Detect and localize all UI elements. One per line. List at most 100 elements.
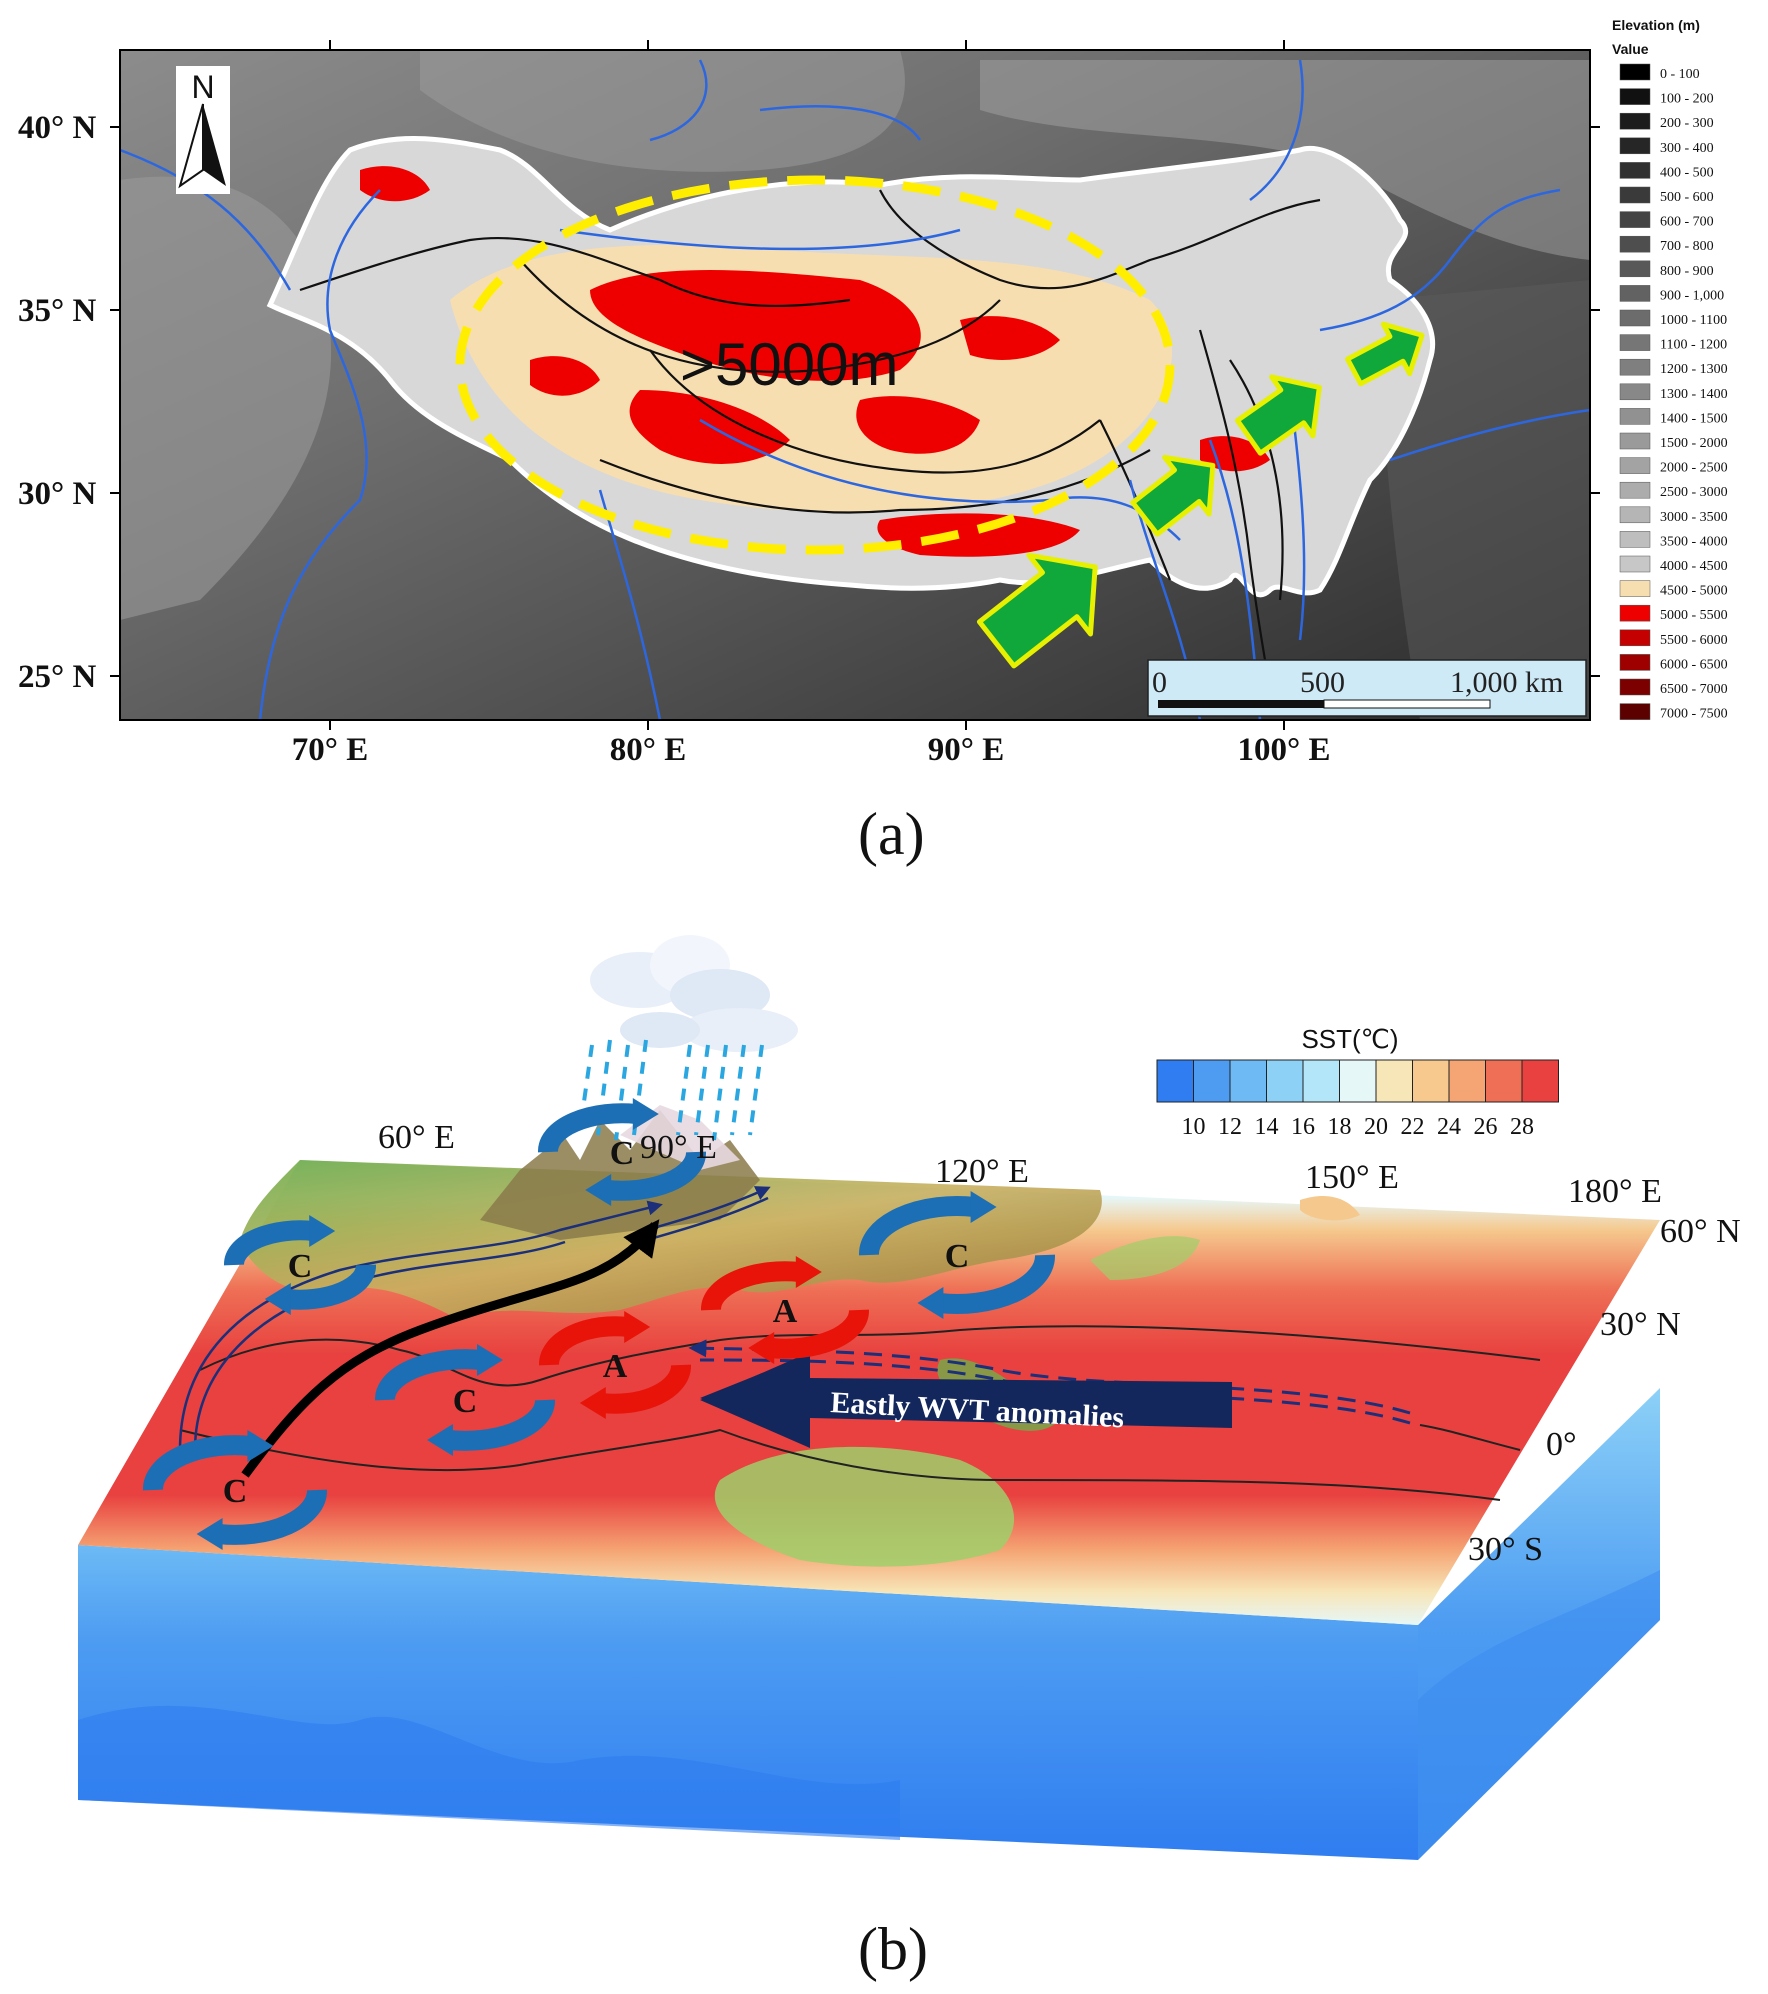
legend-item: 600 - 700 <box>1619 211 1714 230</box>
lon-label: 120° E <box>935 1153 1029 1190</box>
legend-item: 1200 - 1300 <box>1619 358 1728 377</box>
legend-item: 500 - 600 <box>1619 186 1714 205</box>
legend-label: 1100 - 1200 <box>1660 338 1727 353</box>
svg-text:500: 500 <box>1300 666 1345 699</box>
legend-item: 100 - 200 <box>1619 88 1714 107</box>
legend-swatch <box>1619 211 1651 228</box>
legend-title: Elevation (m) <box>1612 17 1700 33</box>
moisture-arrows <box>976 321 1425 669</box>
legend-swatch <box>1619 555 1651 573</box>
legend-swatch <box>1619 604 1651 622</box>
legend-item: 300 - 400 <box>1619 137 1714 156</box>
legend-label: 400 - 500 <box>1660 165 1714 180</box>
cloud-rain-icon <box>578 935 798 1141</box>
circulation-vortex: C <box>538 1098 706 1206</box>
legend-item: 800 - 900 <box>1619 260 1714 279</box>
legend-swatch <box>1619 285 1651 302</box>
legend-item: 700 - 800 <box>1619 235 1714 254</box>
scale-bar: 0 500 1,000 km <box>1147 659 1587 717</box>
legend-swatch <box>1619 235 1651 253</box>
b-lon-labels: 60° E 90° E 120° E 150° E 180° E <box>378 1119 1662 1210</box>
legend-label: 3500 - 4000 <box>1660 534 1728 549</box>
vortex-arrowhead <box>309 1215 336 1247</box>
vortex-arrowhead <box>624 1311 651 1343</box>
legend-item: 7000 - 7500 <box>1619 703 1728 722</box>
legend-swatch <box>1619 309 1651 327</box>
legend-label: 300 - 400 <box>1660 141 1714 156</box>
lon-label: 180° E <box>1568 1173 1662 1210</box>
legend-item: 6000 - 6500 <box>1619 654 1728 672</box>
vortex-label: C <box>610 1135 635 1172</box>
vortex-label: C <box>288 1248 313 1285</box>
sst-swatch <box>1229 1059 1267 1103</box>
caption-a: (a) <box>858 801 925 867</box>
legend-label: 4000 - 4500 <box>1660 559 1728 574</box>
legend-label: 1300 - 1400 <box>1660 387 1728 402</box>
legend-label: 5000 - 5500 <box>1660 608 1728 623</box>
vortex-arc <box>538 1103 638 1153</box>
sst-swatch <box>1375 1059 1413 1103</box>
legend-swatch <box>1619 88 1651 105</box>
sst-tick-label: 20 <box>1364 1114 1388 1140</box>
lon-label: 70° E <box>292 732 368 768</box>
b-lat-labels: 60° N 30° N 0° 30° S <box>1468 1213 1741 1568</box>
vortex-label: A <box>603 1348 628 1385</box>
vortex-arrowhead <box>264 1283 291 1315</box>
vortex-arc <box>447 1399 555 1451</box>
elevation-annotation: >5000m <box>680 331 899 398</box>
lon-label: 80° E <box>610 732 686 768</box>
svg-text:N: N <box>191 69 214 105</box>
vortex-arrowhead <box>247 1430 274 1462</box>
legend-item: 1500 - 2000 <box>1619 432 1728 451</box>
legend-label: 2500 - 3000 <box>1660 485 1728 500</box>
sst-swatch <box>1448 1059 1486 1103</box>
vortex-arrowhead <box>748 1332 775 1364</box>
lat-label: 40° N <box>18 110 96 146</box>
legend-item: 1000 - 1100 <box>1619 309 1727 328</box>
vortex-arc <box>938 1254 1055 1314</box>
lon-label: 60° E <box>378 1119 455 1156</box>
lon-label: 90° E <box>640 1129 717 1166</box>
vortex-label: C <box>945 1238 970 1275</box>
legend-label: 900 - 1,000 <box>1660 288 1724 303</box>
legend-item: 6500 - 7000 <box>1619 678 1728 697</box>
legend-label: 1200 - 1300 <box>1660 362 1728 377</box>
legend-swatch <box>1619 678 1651 696</box>
vortex-arc <box>600 1364 691 1414</box>
vortex-arrowhead <box>196 1518 223 1550</box>
legend-label: 100 - 200 <box>1660 92 1714 107</box>
lon-labels: 70° E 80° E 90° E 100° E <box>292 732 1331 768</box>
lat-label: 25° N <box>18 659 96 695</box>
vortex-arrowhead <box>477 1344 503 1376</box>
legend-label: 0 - 100 <box>1660 67 1700 82</box>
legend-swatch <box>1619 162 1651 179</box>
lat-labels: 40° N 35° N 30° N 25° N <box>18 110 96 695</box>
legend-swatch <box>1619 580 1651 597</box>
legend-swatch <box>1619 654 1651 671</box>
sst-swatch <box>1302 1059 1340 1103</box>
sst-swatch <box>1339 1059 1377 1103</box>
lat-label: 30° N <box>1600 1306 1681 1343</box>
legend-swatch <box>1619 629 1651 647</box>
legend-label: 700 - 800 <box>1660 239 1714 254</box>
vortex-arrowhead <box>579 1387 606 1419</box>
caption-b: (b) <box>858 1916 928 1982</box>
sst-tick-label: 18 <box>1328 1114 1352 1140</box>
circulation-vortex: C <box>375 1344 555 1456</box>
vortex-arc <box>701 1261 801 1311</box>
legend-item: 1100 - 1200 <box>1619 334 1727 353</box>
legend-item: 2500 - 3000 <box>1619 481 1728 500</box>
sst-tick-label: 12 <box>1218 1114 1242 1140</box>
lon-label: 90° E <box>928 732 1004 768</box>
sst-tick-label: 24 <box>1437 1114 1461 1140</box>
legend-item: 2000 - 2500 <box>1619 457 1728 476</box>
lat-label: 35° N <box>18 293 96 329</box>
sst-tick-label: 14 <box>1255 1114 1279 1140</box>
legend-item: 4500 - 5000 <box>1619 580 1728 599</box>
map-frame: >5000m 0 500 1,000 km <box>120 50 1590 720</box>
asia-landmass <box>240 1160 1102 1320</box>
sst-swatch <box>1412 1059 1450 1103</box>
legend-item: 200 - 300 <box>1619 112 1714 131</box>
legend-swatch <box>1619 260 1651 278</box>
